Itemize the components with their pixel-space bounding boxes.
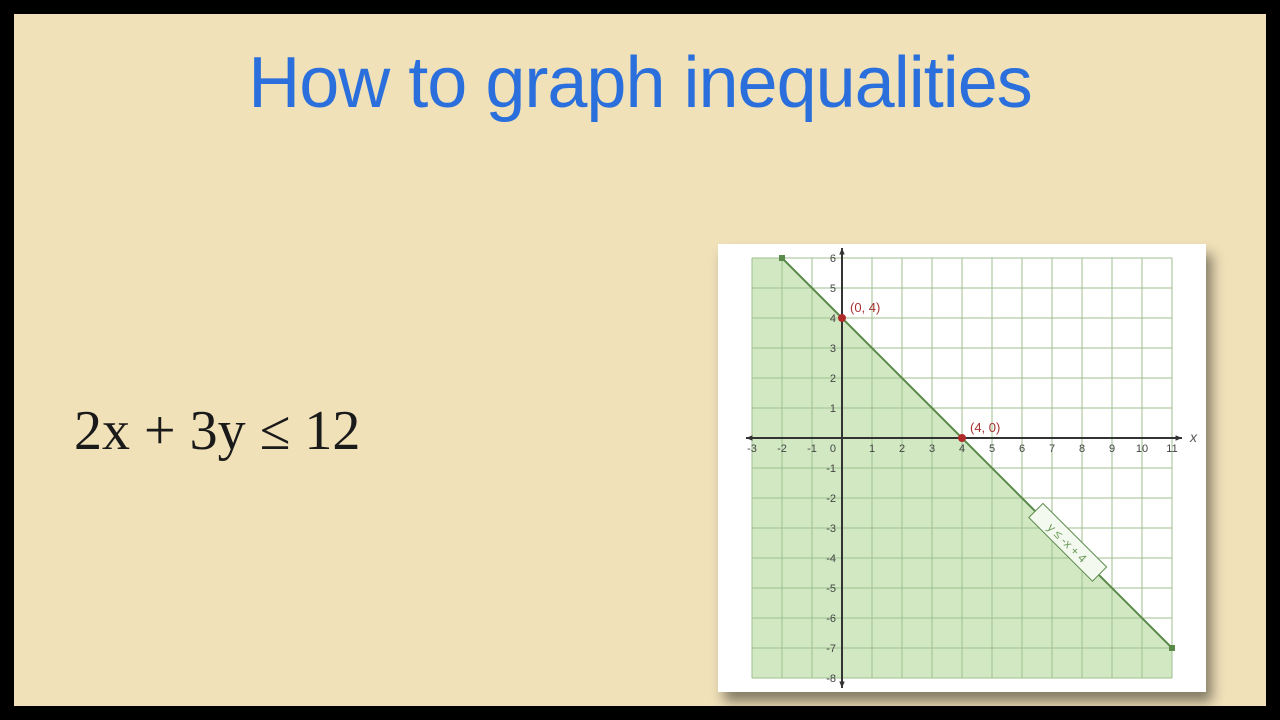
svg-text:5: 5: [830, 283, 836, 295]
svg-text:-1: -1: [807, 443, 817, 455]
svg-text:4: 4: [959, 443, 965, 455]
svg-text:1: 1: [830, 403, 836, 415]
svg-text:2: 2: [830, 373, 836, 385]
svg-text:-7: -7: [826, 643, 836, 655]
svg-text:-2: -2: [777, 443, 787, 455]
inequality-equation: 2x + 3y ≤ 12: [74, 399, 360, 463]
slide-canvas: How to graph inequalities 2x + 3y ≤ 12 -…: [14, 14, 1266, 706]
inequality-graph: -3 -2 -1 1 2 3 4 5 6 7 8 9 10 11 -8 -7 -6 -5 -4 -3 -2 -1 1 2 3 4 5…: [722, 248, 1202, 688]
svg-text:8: 8: [1079, 443, 1085, 455]
svg-text:2: 2: [899, 443, 905, 455]
graph-container: -3 -2 -1 1 2 3 4 5 6 7 8 9 10 11 -8 -7 -6 -5 -4 -3 -2 -1 1 2 3 4 5…: [718, 244, 1206, 692]
svg-text:6: 6: [830, 253, 836, 265]
svg-text:10: 10: [1136, 443, 1148, 455]
svg-text:7: 7: [1049, 443, 1055, 455]
svg-text:-4: -4: [826, 553, 836, 565]
svg-text:3: 3: [830, 343, 836, 355]
svg-text:0: 0: [830, 443, 836, 455]
svg-text:x: x: [1189, 429, 1198, 445]
svg-text:9: 9: [1109, 443, 1115, 455]
svg-text:3: 3: [929, 443, 935, 455]
svg-text:-2: -2: [826, 493, 836, 505]
svg-text:1: 1: [869, 443, 875, 455]
svg-text:-8: -8: [826, 673, 836, 685]
svg-text:-1: -1: [826, 463, 836, 475]
svg-text:11: 11: [1166, 443, 1177, 455]
page-title: How to graph inequalities: [14, 42, 1266, 124]
svg-text:(4, 0): (4, 0): [970, 420, 1000, 435]
svg-text:-3: -3: [826, 523, 836, 535]
svg-text:(0, 4): (0, 4): [850, 300, 880, 315]
svg-text:-3: -3: [747, 443, 757, 455]
svg-text:5: 5: [989, 443, 995, 455]
svg-text:-6: -6: [826, 613, 836, 625]
svg-text:4: 4: [830, 313, 836, 325]
svg-text:-5: -5: [826, 583, 836, 595]
svg-text:6: 6: [1019, 443, 1025, 455]
